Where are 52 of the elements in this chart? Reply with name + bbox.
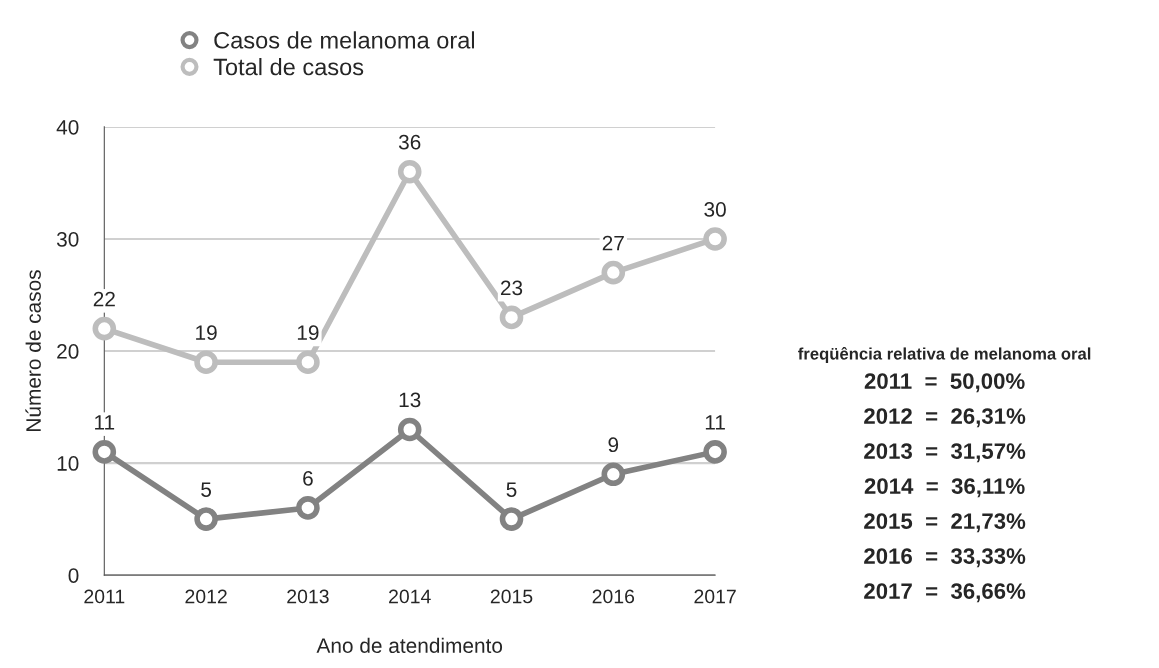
y-tick-label: 20: [57, 344, 79, 359]
legend-label: Total de casos: [213, 58, 364, 76]
x-tick-label: 2011: [84, 589, 125, 604]
y-axis-title: Número de casos: [25, 270, 41, 431]
point: [194, 507, 218, 531]
text: 2012 = 26,31%: [864, 408, 1026, 428]
point: [194, 350, 218, 375]
data-label: 19: [196, 325, 217, 341]
y-tick-label: 0: [68, 568, 79, 583]
data-label: 22: [93, 291, 115, 307]
text: 2015 = 21,73%: [864, 513, 1026, 533]
data-label: 36: [398, 134, 421, 150]
data-label: 27: [602, 235, 624, 251]
point: [703, 440, 727, 464]
x-tick-label: 2016: [592, 589, 635, 604]
text: 2016 = 33,33%: [864, 548, 1026, 568]
data-label: 30: [704, 202, 726, 217]
data-label: 6: [303, 470, 313, 486]
point: [601, 260, 626, 285]
data-label: 19: [297, 325, 319, 341]
point: [601, 462, 626, 487]
data-label: 11: [95, 415, 115, 430]
x-tick-label: 2012: [185, 589, 227, 604]
point: [92, 440, 117, 464]
data-label: 9: [608, 437, 619, 453]
x-tick-label: 2013: [287, 589, 329, 604]
y-tick-label: 10: [57, 456, 79, 471]
x-tick-label: 2017: [694, 589, 736, 604]
text: 2014 = 36,11%: [864, 478, 1025, 498]
point: [397, 159, 422, 184]
data-label: 11: [705, 415, 725, 430]
data-label: 23: [500, 280, 523, 296]
x-tick-label: 2015: [490, 589, 533, 604]
y-tick-label: 40: [56, 119, 79, 135]
point: [499, 305, 524, 330]
data-label: 13: [399, 392, 421, 408]
point: [296, 350, 320, 375]
x-axis-title: Ano de atendimento: [316, 637, 503, 654]
text: 2011 = 50,00%: [864, 373, 1025, 393]
x-tick-label: 2014: [389, 589, 431, 604]
point: [296, 496, 320, 520]
text: 2013 = 31,57%: [864, 443, 1026, 463]
point: [92, 316, 117, 341]
text: 2017 = 36,66%: [864, 583, 1026, 603]
data-label: 5: [506, 482, 517, 497]
y-tick-label: 30: [56, 231, 79, 247]
point: [703, 227, 727, 251]
point: [397, 417, 422, 442]
point: [499, 507, 524, 531]
text: freqüência relativa de melanoma oral: [798, 347, 1091, 363]
data-label: 5: [201, 482, 212, 497]
legend-label: Casos de melanoma oral: [214, 31, 475, 49]
